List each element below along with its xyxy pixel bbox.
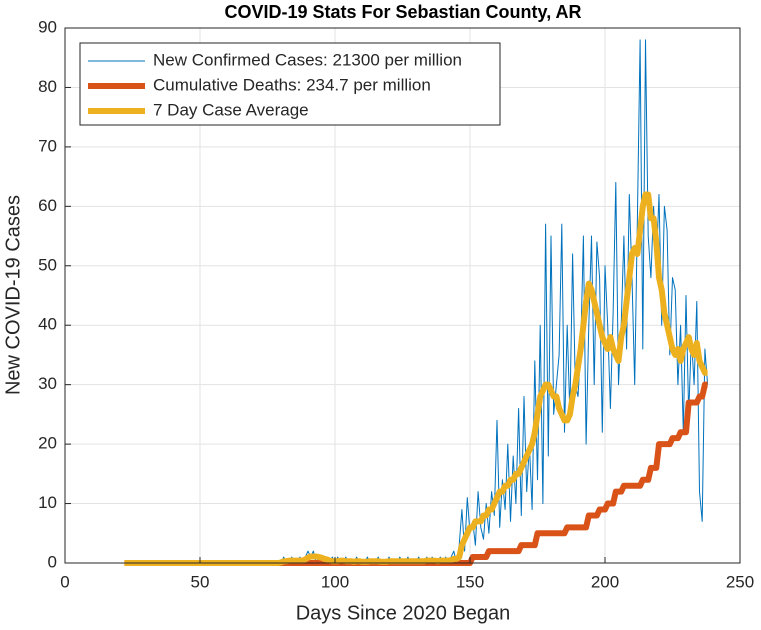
- y-tick-label: 90: [38, 17, 57, 36]
- x-tick-label: 250: [726, 572, 754, 591]
- legend-box: [79, 42, 501, 126]
- x-axis-label: Days Since 2020 Began: [296, 602, 511, 624]
- y-axis-label: New COVID-19 Cases: [2, 195, 24, 395]
- plot-frame: [64, 27, 741, 564]
- legend-label: New Confirmed Cases: 21300 per million: [153, 50, 462, 69]
- y-tick-label: 20: [38, 434, 57, 453]
- y-tick-label: 0: [48, 552, 57, 571]
- x-tick-label: 100: [321, 572, 349, 591]
- y-tick-label: 60: [38, 196, 57, 215]
- y-tick-label: 30: [38, 374, 57, 393]
- y-tick-label: 40: [38, 315, 57, 334]
- x-tick-label: 50: [191, 572, 210, 591]
- x-tick-label: 150: [456, 572, 484, 591]
- y-tick-label: 70: [38, 136, 57, 155]
- chart-title: COVID-19 Stats For Sebastian County, AR: [224, 2, 581, 22]
- legend-label: Cumulative Deaths: 234.7 per million: [153, 75, 431, 94]
- legend-label: 7 Day Case Average: [153, 100, 309, 119]
- x-tick-label: 200: [591, 572, 619, 591]
- y-tick-label: 50: [38, 255, 57, 274]
- x-tick-label: 0: [60, 572, 69, 591]
- y-tick-label: 80: [38, 77, 57, 96]
- y-tick-label: 10: [38, 493, 57, 512]
